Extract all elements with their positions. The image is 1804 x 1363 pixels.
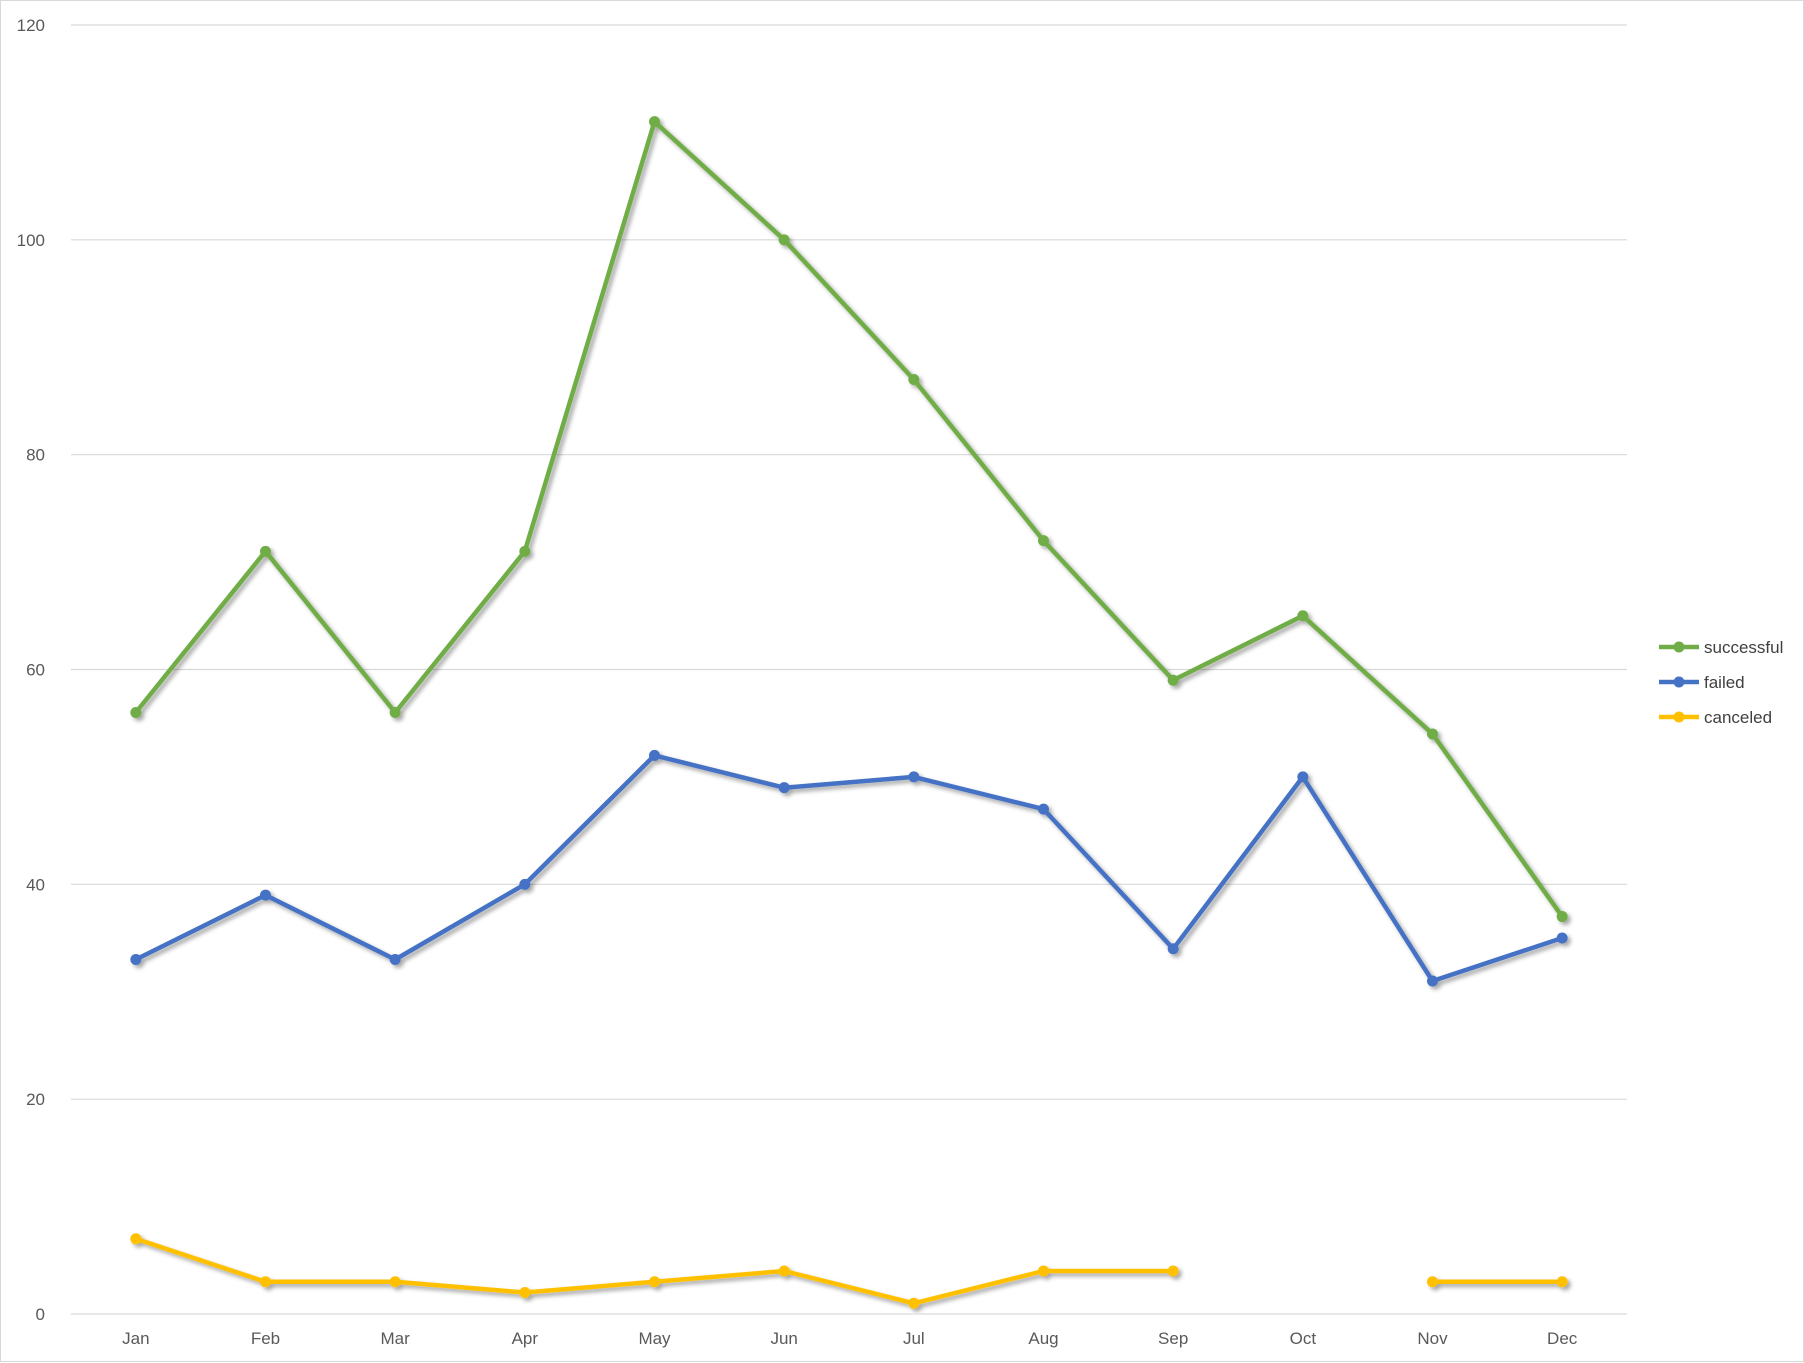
data-point [130, 706, 142, 718]
x-axis: Jan Feb Mar Apr May Jun Jul Aug Sep Oct Nov Dec [122, 1329, 1578, 1348]
data-point [1556, 932, 1568, 944]
data-point [389, 706, 401, 718]
data-point [519, 1287, 531, 1299]
data-point [1167, 674, 1179, 686]
x-tick-label: Jul [903, 1329, 925, 1348]
data-point [519, 545, 531, 557]
legend-swatch-marker [1673, 676, 1685, 688]
series-failed [130, 749, 1568, 987]
data-point [908, 771, 920, 783]
x-tick-label: Oct [1290, 1329, 1317, 1348]
data-point [1167, 1265, 1179, 1277]
x-tick-label: May [638, 1329, 671, 1348]
data-point [908, 373, 920, 385]
data-point [649, 1276, 660, 1288]
legend-label: successful [1704, 638, 1783, 657]
data-point [389, 1276, 401, 1288]
y-tick-label: 40 [26, 875, 45, 894]
data-point [260, 889, 271, 901]
legend-label: failed [1704, 673, 1745, 692]
legend-swatch-marker [1673, 641, 1685, 653]
y-tick-label: 80 [26, 446, 45, 465]
data-point [1427, 728, 1438, 740]
data-point [908, 1297, 920, 1309]
legend-swatch-marker [1673, 711, 1685, 723]
gridlines [71, 24, 1627, 1315]
y-tick-label: 20 [26, 1090, 45, 1109]
data-point [389, 954, 401, 966]
data-point [1167, 943, 1179, 955]
y-tick-label: 60 [26, 661, 45, 680]
data-point [1297, 771, 1309, 783]
series-canceled [130, 1233, 1568, 1309]
data-point [1427, 1276, 1438, 1288]
data-point [778, 1265, 790, 1277]
data-point [649, 116, 660, 128]
x-tick-label: Aug [1028, 1329, 1058, 1348]
data-point [1038, 803, 1049, 815]
y-axis: 0 20 40 60 80 100 120 [17, 16, 45, 1324]
data-point [1038, 1265, 1049, 1277]
legend-item-canceled: canceled [1659, 708, 1772, 727]
data-point [260, 545, 271, 557]
x-tick-label: Jun [770, 1329, 797, 1348]
series-lines [130, 116, 1568, 1309]
legend-item-failed: failed [1659, 673, 1745, 692]
x-tick-label: Mar [381, 1329, 411, 1348]
x-tick-label: Jan [122, 1329, 149, 1348]
data-point [1556, 911, 1568, 923]
x-tick-label: Dec [1547, 1329, 1578, 1348]
legend-label: canceled [1704, 708, 1772, 727]
data-point [778, 234, 790, 246]
x-tick-label: Feb [251, 1329, 280, 1348]
series-line [133, 753, 1565, 984]
series-line [133, 1236, 1176, 1306]
x-tick-label: Nov [1417, 1329, 1448, 1348]
data-point [1038, 535, 1049, 547]
data-point [778, 782, 790, 794]
y-tick-label: 120 [17, 16, 45, 35]
legend-item-successful: successful [1659, 638, 1783, 657]
data-point [519, 878, 531, 890]
y-tick-label: 100 [17, 231, 45, 250]
x-tick-label: Sep [1158, 1329, 1188, 1348]
data-point [1427, 975, 1438, 987]
series-line [133, 119, 1565, 919]
data-point [649, 749, 660, 761]
data-point [130, 954, 142, 966]
series-successful [130, 116, 1568, 923]
data-point [1556, 1276, 1568, 1288]
data-point [1297, 610, 1309, 622]
legend: successful failed canceled [1659, 638, 1783, 727]
x-tick-label: Apr [512, 1329, 539, 1348]
y-tick-label: 0 [36, 1305, 45, 1324]
data-point [260, 1276, 271, 1288]
data-point [130, 1233, 142, 1245]
